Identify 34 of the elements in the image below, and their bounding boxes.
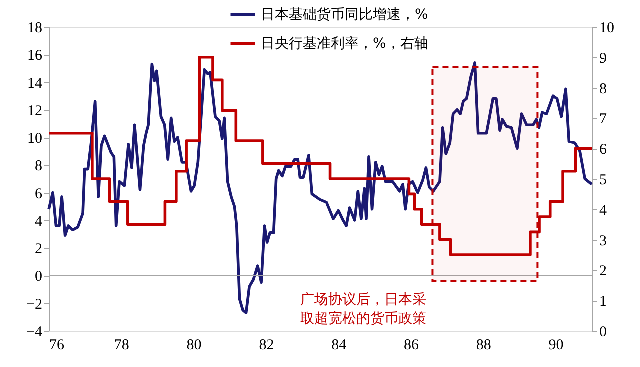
y-tick-label: 4 bbox=[35, 214, 43, 230]
y-tick-label: 14 bbox=[28, 76, 43, 92]
y-tick-label: 0 bbox=[35, 269, 42, 286]
x-tick-label: 76 bbox=[50, 338, 65, 354]
y2-tick-label: 3 bbox=[600, 233, 607, 250]
y2-tick-label: 4 bbox=[600, 202, 608, 219]
x-tick-label: 82 bbox=[259, 338, 274, 354]
y2-tick-label: 8 bbox=[600, 81, 607, 98]
y2-tick-label: 2 bbox=[600, 264, 607, 280]
y2-tick-label: 7 bbox=[600, 112, 608, 128]
y2-tick-label: 0 bbox=[600, 324, 607, 340]
y-tick-label: 8 bbox=[35, 158, 42, 175]
y-tick-label: −4 bbox=[26, 324, 43, 340]
y-tick-label: 2 bbox=[35, 242, 42, 258]
y2-tick-label: 1 bbox=[600, 294, 607, 310]
legend-label: 日央行基准利率，%，右轴 bbox=[261, 36, 428, 52]
legend-label: 日本基础货币同比增速，% bbox=[261, 7, 428, 23]
y2-tick-label: 10 bbox=[600, 20, 614, 36]
y2-tick-label: 6 bbox=[600, 142, 608, 158]
x-tick-label: 78 bbox=[114, 338, 130, 354]
y-tick-label: 6 bbox=[35, 186, 43, 202]
x-tick-label: 84 bbox=[332, 338, 348, 354]
x-tick-label: 80 bbox=[186, 338, 202, 354]
y2-tick-label: 5 bbox=[600, 172, 607, 188]
y-tick-label: −2 bbox=[26, 296, 42, 313]
y-tick-label: 12 bbox=[28, 103, 42, 120]
y-tick-label: 18 bbox=[28, 20, 42, 36]
y-tick-label: 10 bbox=[28, 131, 42, 148]
x-tick-label: 88 bbox=[476, 338, 492, 354]
y2-tick-label: 9 bbox=[600, 50, 607, 67]
x-tick-label: 86 bbox=[404, 338, 420, 354]
y-tick-label: 16 bbox=[28, 48, 43, 64]
x-tick-label: 90 bbox=[548, 338, 564, 354]
band-label: 广场协议后，日本采取超宽松的货币政策 bbox=[300, 292, 427, 327]
